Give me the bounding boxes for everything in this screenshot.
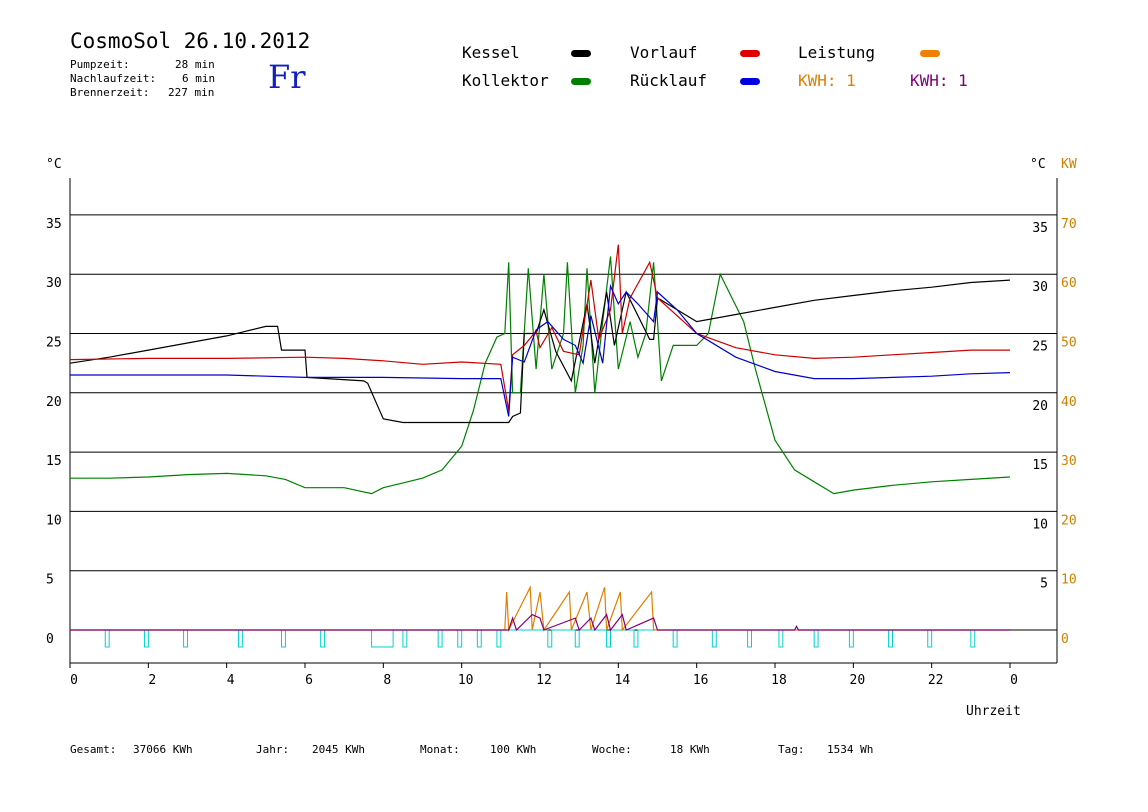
y-tick-kw-70: 70 (1061, 217, 1077, 232)
x-tick-0: 0 (70, 673, 78, 688)
legend-ruecklauf-label: Rücklauf (630, 71, 708, 90)
series-line-kwh (70, 613, 1010, 632)
legend-kollektor-label: Kollektor (462, 71, 549, 90)
footer-monat-value: 100 KWh (490, 743, 537, 756)
y-tick-kw-30: 30 (1061, 454, 1077, 469)
x-tick-7: 14 (615, 673, 631, 688)
footer-woche-label: Woche: (592, 743, 632, 756)
x-axis-label: Uhrzeit (966, 704, 1021, 719)
y-tick-right-5: 5 (1040, 577, 1048, 592)
y-tick-kw-20: 20 (1061, 513, 1077, 528)
footer-tag-value: 1534 Wh (827, 743, 874, 756)
y-tick-left-35: 35 (46, 217, 62, 232)
y-tick-kw-40: 40 (1061, 395, 1077, 410)
legend-kwh2-label: KWH: 1 (910, 71, 968, 90)
x-tick-11: 22 (928, 673, 944, 688)
chart-title: CosmoSol 26.10.2012 (70, 29, 311, 53)
footer-jahr-value: 2045 KWh (312, 743, 365, 756)
nachlaufzeit-value: 6 min (182, 72, 216, 85)
footer-tag-label: Tag: (778, 743, 805, 756)
legend-leistung-label: Leistung (798, 43, 876, 62)
x-tick-9: 18 (771, 673, 787, 688)
legend-ruecklauf-swatch (740, 78, 760, 85)
footer-jahr-label: Jahr: (256, 743, 290, 756)
pump-run-line (70, 629, 1010, 648)
y-tick-right-25: 25 (1032, 340, 1048, 355)
y-tick-right-15: 15 (1032, 458, 1048, 473)
legend-leistung-swatch (920, 50, 940, 57)
pumpzeit-label: Pumpzeit: (70, 58, 130, 71)
footer-monat-label: Monat: (420, 743, 460, 756)
legend-kollektor-swatch (571, 78, 591, 85)
y-tick-left-0: 0 (46, 632, 54, 647)
y-axis-right-unit: °C (1030, 157, 1046, 172)
series-line-kollektor (70, 256, 1011, 495)
y-tick-kw-60: 60 (1061, 276, 1077, 291)
y-tick-left-30: 30 (46, 276, 62, 291)
legend-vorlauf-swatch (740, 50, 760, 57)
pumpzeit-value: 28 min (175, 58, 215, 71)
y-tick-left-25: 25 (46, 336, 62, 351)
x-tick-6: 12 (536, 673, 552, 688)
y-tick-left-10: 10 (46, 513, 62, 528)
legend-kessel-swatch (571, 50, 591, 57)
y-axis-left-unit: °C (46, 157, 62, 172)
series-line-ruecklauf (70, 283, 1011, 417)
y-tick-kw-10: 10 (1061, 573, 1077, 588)
brennerzeit-value: 227 min (168, 86, 215, 99)
x-tick-4: 8 (383, 673, 391, 688)
y-tick-left-5: 5 (46, 573, 54, 588)
x-tick-12: 0 (1010, 673, 1018, 688)
footer-woche-value: 18 KWh (670, 743, 710, 756)
y-tick-kw-50: 50 (1061, 336, 1077, 351)
x-tick-8: 16 (693, 673, 709, 688)
y-tick-left-15: 15 (46, 454, 62, 469)
legend-kessel-label: Kessel (462, 43, 520, 62)
series-line-vorlauf (69, 244, 1010, 411)
y-tick-right-10: 10 (1032, 517, 1048, 532)
y-tick-kw-0: 0 (1061, 632, 1069, 647)
nachlaufzeit-label: Nachlaufzeit: (70, 72, 157, 85)
y-axis-kw-unit: KW (1061, 157, 1077, 172)
legend-vorlauf-label: Vorlauf (630, 43, 698, 62)
y-tick-right-20: 20 (1032, 399, 1048, 414)
footer-gesamt-label: Gesamt: (70, 743, 117, 756)
y-tick-right-35: 35 (1032, 221, 1048, 236)
series-line-leistung (70, 584, 1010, 633)
footer-gesamt-value: 37066 KWh (133, 743, 193, 756)
x-tick-5: 10 (458, 673, 474, 688)
legend-kwh1-label: KWH: 1 (798, 71, 856, 90)
x-tick-10: 20 (850, 673, 866, 688)
x-tick-3: 6 (305, 673, 313, 688)
x-tick-1: 2 (148, 673, 156, 688)
y-tick-right-30: 30 (1032, 280, 1048, 295)
x-tick-2: 4 (227, 673, 235, 688)
series-line-kessel (69, 279, 1011, 424)
brennerzeit-label: Brennerzeit: (70, 86, 150, 99)
y-tick-left-20: 20 (46, 395, 62, 410)
weekday-label: Fr (268, 58, 306, 96)
